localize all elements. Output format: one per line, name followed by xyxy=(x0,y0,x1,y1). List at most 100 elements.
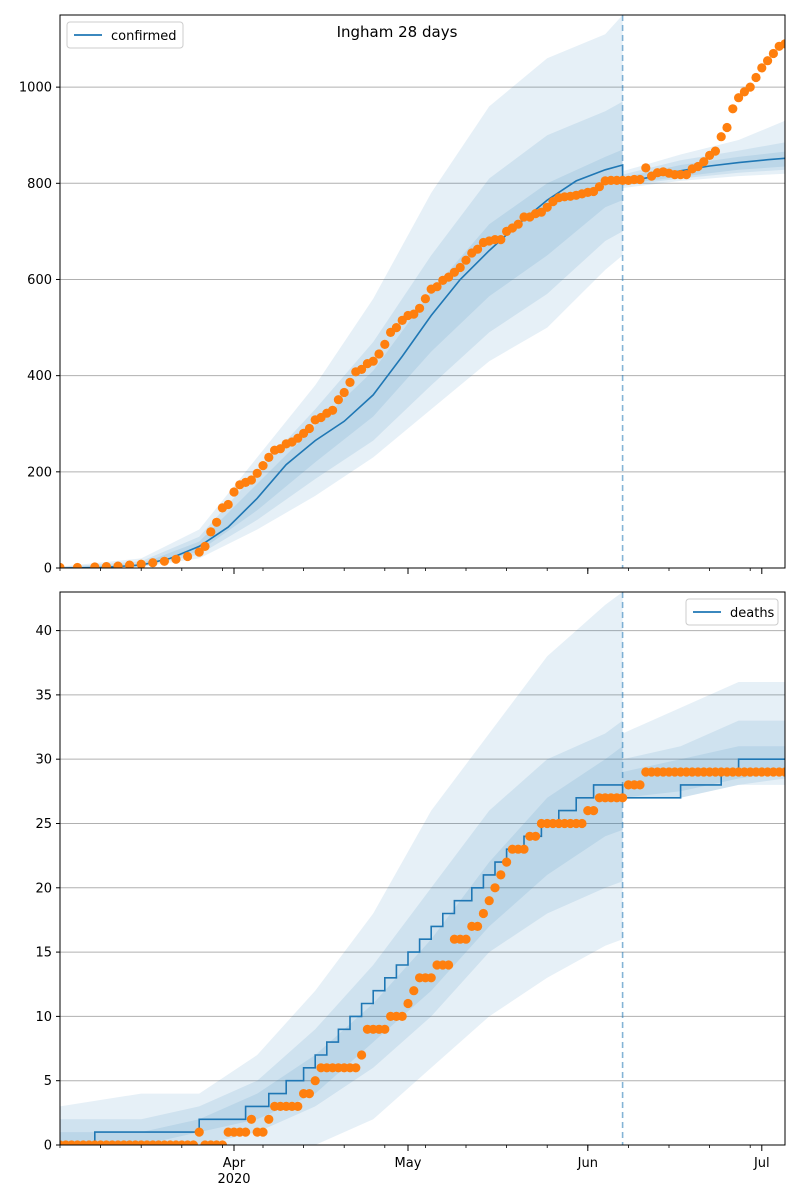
observed-point xyxy=(635,780,645,790)
observed-point xyxy=(345,377,355,387)
observed-point xyxy=(473,244,483,254)
observed-point xyxy=(745,82,755,92)
figure-title: Ingham 28 days xyxy=(337,23,458,41)
legend: deaths xyxy=(685,598,779,626)
legend-label: deaths xyxy=(730,606,775,621)
observed-point xyxy=(409,986,419,996)
observed-point xyxy=(490,883,500,893)
y-tick-label: 0 xyxy=(44,562,52,577)
observed-point xyxy=(641,163,651,173)
observed-point xyxy=(380,339,390,349)
observed-point xyxy=(229,487,239,497)
y-tick-label: 5 xyxy=(44,1074,52,1089)
observed-point xyxy=(763,56,773,66)
confirmed-panel: 0 200 400 600 800 1000 confirmed xyxy=(19,14,786,577)
y-tick-label: 40 xyxy=(35,624,52,639)
observed-point xyxy=(577,818,587,829)
observed-point xyxy=(368,356,378,366)
observed-point xyxy=(357,1050,367,1060)
observed-point xyxy=(183,551,193,562)
observed-point xyxy=(380,1024,390,1034)
observed-point xyxy=(148,558,158,568)
observed-point xyxy=(426,973,436,983)
x-tick-label: Jul xyxy=(753,1156,770,1171)
observed-point xyxy=(589,806,599,816)
observed-point xyxy=(258,1127,268,1137)
observed-point xyxy=(403,998,413,1009)
observed-point xyxy=(478,908,488,919)
observed-point xyxy=(519,844,529,854)
y-tick-label: 200 xyxy=(27,465,52,480)
uncertainty-band xyxy=(60,720,785,1145)
observed-point xyxy=(699,157,709,167)
observed-point xyxy=(716,132,726,142)
observed-point xyxy=(304,1089,314,1099)
y-tick-label: 30 xyxy=(35,753,52,768)
observed-point xyxy=(264,452,274,462)
uncertainty-band xyxy=(60,149,785,568)
y-tick-label: 0 xyxy=(44,1139,52,1154)
observed-point xyxy=(310,1076,320,1086)
observed-point xyxy=(241,1127,251,1137)
observed-point xyxy=(200,541,210,552)
observed-point xyxy=(734,93,744,103)
observed-point xyxy=(757,63,767,73)
axes-frame xyxy=(59,591,786,1146)
observed-point xyxy=(780,39,785,49)
observed-point xyxy=(455,262,465,273)
observed-point xyxy=(780,767,785,777)
observed-point xyxy=(339,387,349,398)
uncertainty-band xyxy=(60,15,785,568)
observed-point xyxy=(502,857,512,867)
observed-point xyxy=(72,562,82,568)
y-tick-label: 400 xyxy=(27,369,52,384)
observed-point xyxy=(391,323,401,333)
observed-point xyxy=(473,921,483,932)
observed-point xyxy=(351,1063,361,1073)
y-tick-label: 15 xyxy=(35,946,52,961)
observed-point xyxy=(246,475,256,485)
legend-box xyxy=(66,21,184,49)
x-tick-label: Apr xyxy=(223,1156,246,1171)
x-tick-label: Jun xyxy=(577,1156,598,1171)
observed-point xyxy=(681,170,692,180)
observed-point xyxy=(328,405,338,415)
observed-point xyxy=(113,561,123,568)
uncertainty-band xyxy=(60,592,785,1145)
observed-point xyxy=(496,870,506,880)
y-tick-label: 20 xyxy=(35,881,52,896)
observed-point xyxy=(188,1140,198,1145)
model-line xyxy=(60,758,785,1145)
observed-point xyxy=(252,468,262,478)
observed-point xyxy=(496,235,506,245)
observed-point xyxy=(397,1011,407,1022)
observed-point xyxy=(461,255,471,265)
observed-point xyxy=(635,174,645,185)
observed-point xyxy=(194,1127,204,1137)
observed-point xyxy=(618,793,628,803)
y-tick-label: 1000 xyxy=(19,81,52,96)
observed-point xyxy=(513,219,523,229)
observed-point xyxy=(409,309,419,319)
observed-point xyxy=(415,303,425,313)
observed-point xyxy=(159,556,169,566)
observed-point xyxy=(246,1114,256,1124)
observed-point xyxy=(542,202,552,212)
observed-point xyxy=(531,831,541,841)
observed-point xyxy=(751,72,761,83)
observed-point xyxy=(125,560,135,568)
y-tick-label: 35 xyxy=(35,688,52,703)
observed-point xyxy=(258,461,268,471)
observed-point xyxy=(90,562,100,568)
legend-box xyxy=(685,598,779,626)
observed-point xyxy=(136,559,146,568)
observed-point xyxy=(223,499,233,510)
axes-frame xyxy=(59,14,786,569)
observed-point xyxy=(60,562,65,568)
observed-point xyxy=(461,934,471,944)
observed-point xyxy=(444,960,454,970)
y-tick-label: 600 xyxy=(27,273,52,288)
y-tick-label: 10 xyxy=(35,1010,52,1025)
plot-area xyxy=(60,15,785,568)
legend: confirmed xyxy=(66,21,184,49)
